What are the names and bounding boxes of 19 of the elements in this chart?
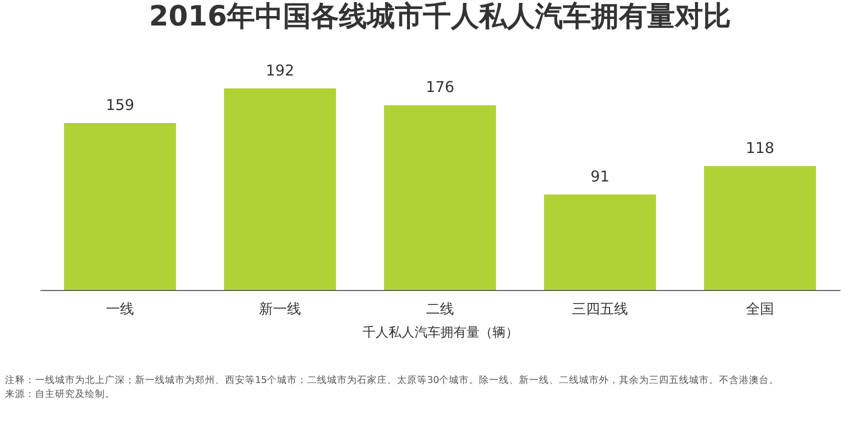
x-tick-label: 二线	[426, 302, 454, 318]
data-label: 118	[746, 139, 774, 158]
x-tick-label: 三四五线	[572, 302, 628, 318]
bar	[544, 194, 656, 290]
x-axis-title: 千人私人汽车拥有量（辆）	[362, 326, 518, 340]
bar	[224, 88, 336, 290]
data-label: 192	[266, 61, 294, 80]
x-tick-label: 一线	[106, 302, 134, 318]
bar	[704, 166, 816, 290]
bar	[64, 123, 176, 290]
text: 注释：一线城市为北上广深；新一线城市为郑州、西安等15个城市；二线城市为石家庄、太原等30个城市。除一线、新一线、二线城市外，其余为三四五线城市。不含港澳台。	[5, 374, 780, 386]
x-tick-label: 新一线	[259, 302, 301, 318]
chart-title: 2016年中国各线城市千人私人汽车拥有量对比	[149, 0, 731, 32]
data-label: 176	[426, 78, 454, 96]
data-label: 91	[590, 167, 610, 186]
data-label: 159	[106, 96, 134, 114]
bar	[384, 105, 496, 290]
x-tick-label: 全国	[746, 302, 774, 318]
source-note: 来源：自主研究及绘制。	[5, 388, 115, 400]
